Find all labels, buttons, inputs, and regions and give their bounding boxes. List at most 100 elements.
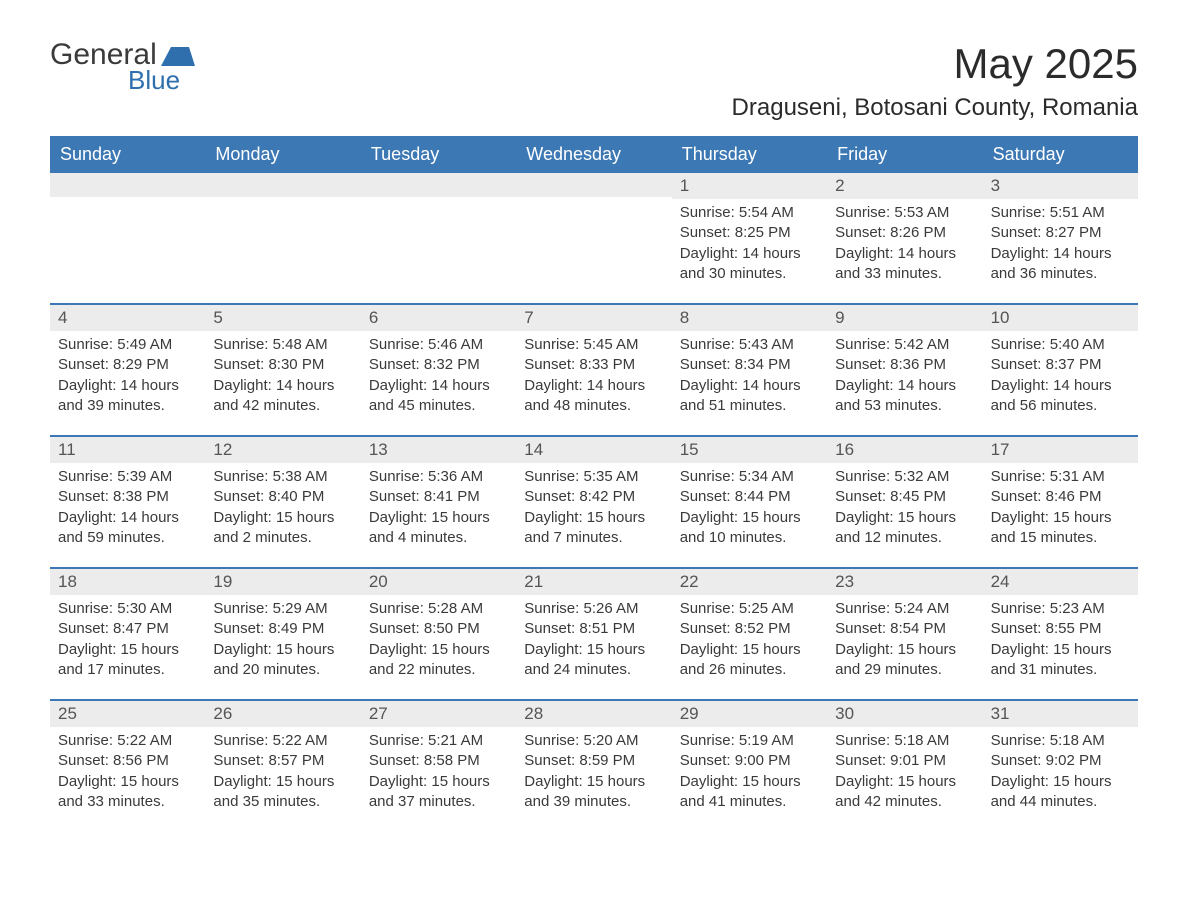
daylight-text: Daylight: 15 hours and 10 minutes.	[680, 508, 819, 549]
daylight-text: Daylight: 15 hours and 29 minutes.	[835, 640, 974, 681]
day-number: 9	[827, 305, 982, 331]
daylight-text: Daylight: 15 hours and 42 minutes.	[835, 772, 974, 813]
sunrise-text: Sunrise: 5:54 AM	[680, 203, 819, 223]
day-number: 23	[827, 569, 982, 595]
calendar-cell: 22Sunrise: 5:25 AMSunset: 8:52 PMDayligh…	[672, 569, 827, 699]
sunrise-text: Sunrise: 5:36 AM	[369, 467, 508, 487]
day-number: 27	[361, 701, 516, 727]
day-number: 13	[361, 437, 516, 463]
day-number: 16	[827, 437, 982, 463]
sunrise-text: Sunrise: 5:18 AM	[991, 731, 1130, 751]
day-number: 12	[205, 437, 360, 463]
calendar-cell: 13Sunrise: 5:36 AMSunset: 8:41 PMDayligh…	[361, 437, 516, 567]
day-header: Sunday	[50, 136, 205, 173]
sunrise-text: Sunrise: 5:42 AM	[835, 335, 974, 355]
daylight-text: Daylight: 15 hours and 39 minutes.	[524, 772, 663, 813]
calendar-cell: 15Sunrise: 5:34 AMSunset: 8:44 PMDayligh…	[672, 437, 827, 567]
calendar-cell: 2Sunrise: 5:53 AMSunset: 8:26 PMDaylight…	[827, 173, 982, 303]
cell-body: Sunrise: 5:21 AMSunset: 8:58 PMDaylight:…	[361, 727, 516, 822]
cell-body: Sunrise: 5:53 AMSunset: 8:26 PMDaylight:…	[827, 199, 982, 294]
day-number: 1	[672, 173, 827, 199]
cell-body: Sunrise: 5:22 AMSunset: 8:57 PMDaylight:…	[205, 727, 360, 822]
day-number: 25	[50, 701, 205, 727]
sunrise-text: Sunrise: 5:49 AM	[58, 335, 197, 355]
cell-body: Sunrise: 5:35 AMSunset: 8:42 PMDaylight:…	[516, 463, 671, 558]
sunrise-text: Sunrise: 5:51 AM	[991, 203, 1130, 223]
cell-body: Sunrise: 5:45 AMSunset: 8:33 PMDaylight:…	[516, 331, 671, 426]
cell-body: Sunrise: 5:39 AMSunset: 8:38 PMDaylight:…	[50, 463, 205, 558]
daylight-text: Daylight: 15 hours and 2 minutes.	[213, 508, 352, 549]
sunrise-text: Sunrise: 5:40 AM	[991, 335, 1130, 355]
daylight-text: Daylight: 14 hours and 48 minutes.	[524, 376, 663, 417]
day-header: Tuesday	[361, 136, 516, 173]
day-number: 20	[361, 569, 516, 595]
daylight-text: Daylight: 15 hours and 17 minutes.	[58, 640, 197, 681]
calendar-cell: 26Sunrise: 5:22 AMSunset: 8:57 PMDayligh…	[205, 701, 360, 831]
cell-body: Sunrise: 5:51 AMSunset: 8:27 PMDaylight:…	[983, 199, 1138, 294]
sunrise-text: Sunrise: 5:21 AM	[369, 731, 508, 751]
day-number: 22	[672, 569, 827, 595]
sunset-text: Sunset: 8:57 PM	[213, 751, 352, 771]
daylight-text: Daylight: 15 hours and 20 minutes.	[213, 640, 352, 681]
day-number: 3	[983, 173, 1138, 199]
daylight-text: Daylight: 15 hours and 44 minutes.	[991, 772, 1130, 813]
cell-body: Sunrise: 5:18 AMSunset: 9:01 PMDaylight:…	[827, 727, 982, 822]
calendar-cell: 29Sunrise: 5:19 AMSunset: 9:00 PMDayligh…	[672, 701, 827, 831]
sunrise-text: Sunrise: 5:38 AM	[213, 467, 352, 487]
calendar-cell: 10Sunrise: 5:40 AMSunset: 8:37 PMDayligh…	[983, 305, 1138, 435]
sunset-text: Sunset: 8:30 PM	[213, 355, 352, 375]
cell-body: Sunrise: 5:25 AMSunset: 8:52 PMDaylight:…	[672, 595, 827, 690]
day-header: Thursday	[672, 136, 827, 173]
sunset-text: Sunset: 8:42 PM	[524, 487, 663, 507]
day-number: 6	[361, 305, 516, 331]
cell-body	[361, 197, 516, 211]
calendar: Sunday Monday Tuesday Wednesday Thursday…	[50, 136, 1138, 831]
calendar-cell: 5Sunrise: 5:48 AMSunset: 8:30 PMDaylight…	[205, 305, 360, 435]
sunrise-text: Sunrise: 5:43 AM	[680, 335, 819, 355]
cell-body: Sunrise: 5:54 AMSunset: 8:25 PMDaylight:…	[672, 199, 827, 294]
sunrise-text: Sunrise: 5:18 AM	[835, 731, 974, 751]
daylight-text: Daylight: 15 hours and 26 minutes.	[680, 640, 819, 681]
sunset-text: Sunset: 9:00 PM	[680, 751, 819, 771]
day-number: 2	[827, 173, 982, 199]
sunset-text: Sunset: 8:46 PM	[991, 487, 1130, 507]
sunrise-text: Sunrise: 5:29 AM	[213, 599, 352, 619]
sunset-text: Sunset: 8:55 PM	[991, 619, 1130, 639]
daylight-text: Daylight: 14 hours and 56 minutes.	[991, 376, 1130, 417]
cell-body: Sunrise: 5:40 AMSunset: 8:37 PMDaylight:…	[983, 331, 1138, 426]
sunrise-text: Sunrise: 5:45 AM	[524, 335, 663, 355]
cell-body: Sunrise: 5:30 AMSunset: 8:47 PMDaylight:…	[50, 595, 205, 690]
header: General Blue May 2025 Draguseni, Botosan…	[50, 40, 1138, 122]
sunset-text: Sunset: 8:59 PM	[524, 751, 663, 771]
day-number: 4	[50, 305, 205, 331]
title-block: May 2025 Draguseni, Botosani County, Rom…	[732, 40, 1138, 122]
sunrise-text: Sunrise: 5:26 AM	[524, 599, 663, 619]
calendar-cell: 8Sunrise: 5:43 AMSunset: 8:34 PMDaylight…	[672, 305, 827, 435]
sunset-text: Sunset: 8:47 PM	[58, 619, 197, 639]
cell-body: Sunrise: 5:32 AMSunset: 8:45 PMDaylight:…	[827, 463, 982, 558]
cell-body: Sunrise: 5:38 AMSunset: 8:40 PMDaylight:…	[205, 463, 360, 558]
day-number: 17	[983, 437, 1138, 463]
sunrise-text: Sunrise: 5:22 AM	[58, 731, 197, 751]
day-number: 26	[205, 701, 360, 727]
day-header: Wednesday	[516, 136, 671, 173]
calendar-cell: 31Sunrise: 5:18 AMSunset: 9:02 PMDayligh…	[983, 701, 1138, 831]
sunrise-text: Sunrise: 5:32 AM	[835, 467, 974, 487]
calendar-cell	[50, 173, 205, 303]
cell-body: Sunrise: 5:36 AMSunset: 8:41 PMDaylight:…	[361, 463, 516, 558]
day-header: Monday	[205, 136, 360, 173]
calendar-week: 18Sunrise: 5:30 AMSunset: 8:47 PMDayligh…	[50, 567, 1138, 699]
daylight-text: Daylight: 14 hours and 59 minutes.	[58, 508, 197, 549]
sunrise-text: Sunrise: 5:20 AM	[524, 731, 663, 751]
daylight-text: Daylight: 15 hours and 24 minutes.	[524, 640, 663, 681]
sunrise-text: Sunrise: 5:23 AM	[991, 599, 1130, 619]
cell-body: Sunrise: 5:28 AMSunset: 8:50 PMDaylight:…	[361, 595, 516, 690]
cell-body: Sunrise: 5:26 AMSunset: 8:51 PMDaylight:…	[516, 595, 671, 690]
day-number: 14	[516, 437, 671, 463]
cell-body: Sunrise: 5:29 AMSunset: 8:49 PMDaylight:…	[205, 595, 360, 690]
sunrise-text: Sunrise: 5:30 AM	[58, 599, 197, 619]
day-header: Saturday	[983, 136, 1138, 173]
calendar-cell: 21Sunrise: 5:26 AMSunset: 8:51 PMDayligh…	[516, 569, 671, 699]
cell-body: Sunrise: 5:46 AMSunset: 8:32 PMDaylight:…	[361, 331, 516, 426]
day-number: 18	[50, 569, 205, 595]
